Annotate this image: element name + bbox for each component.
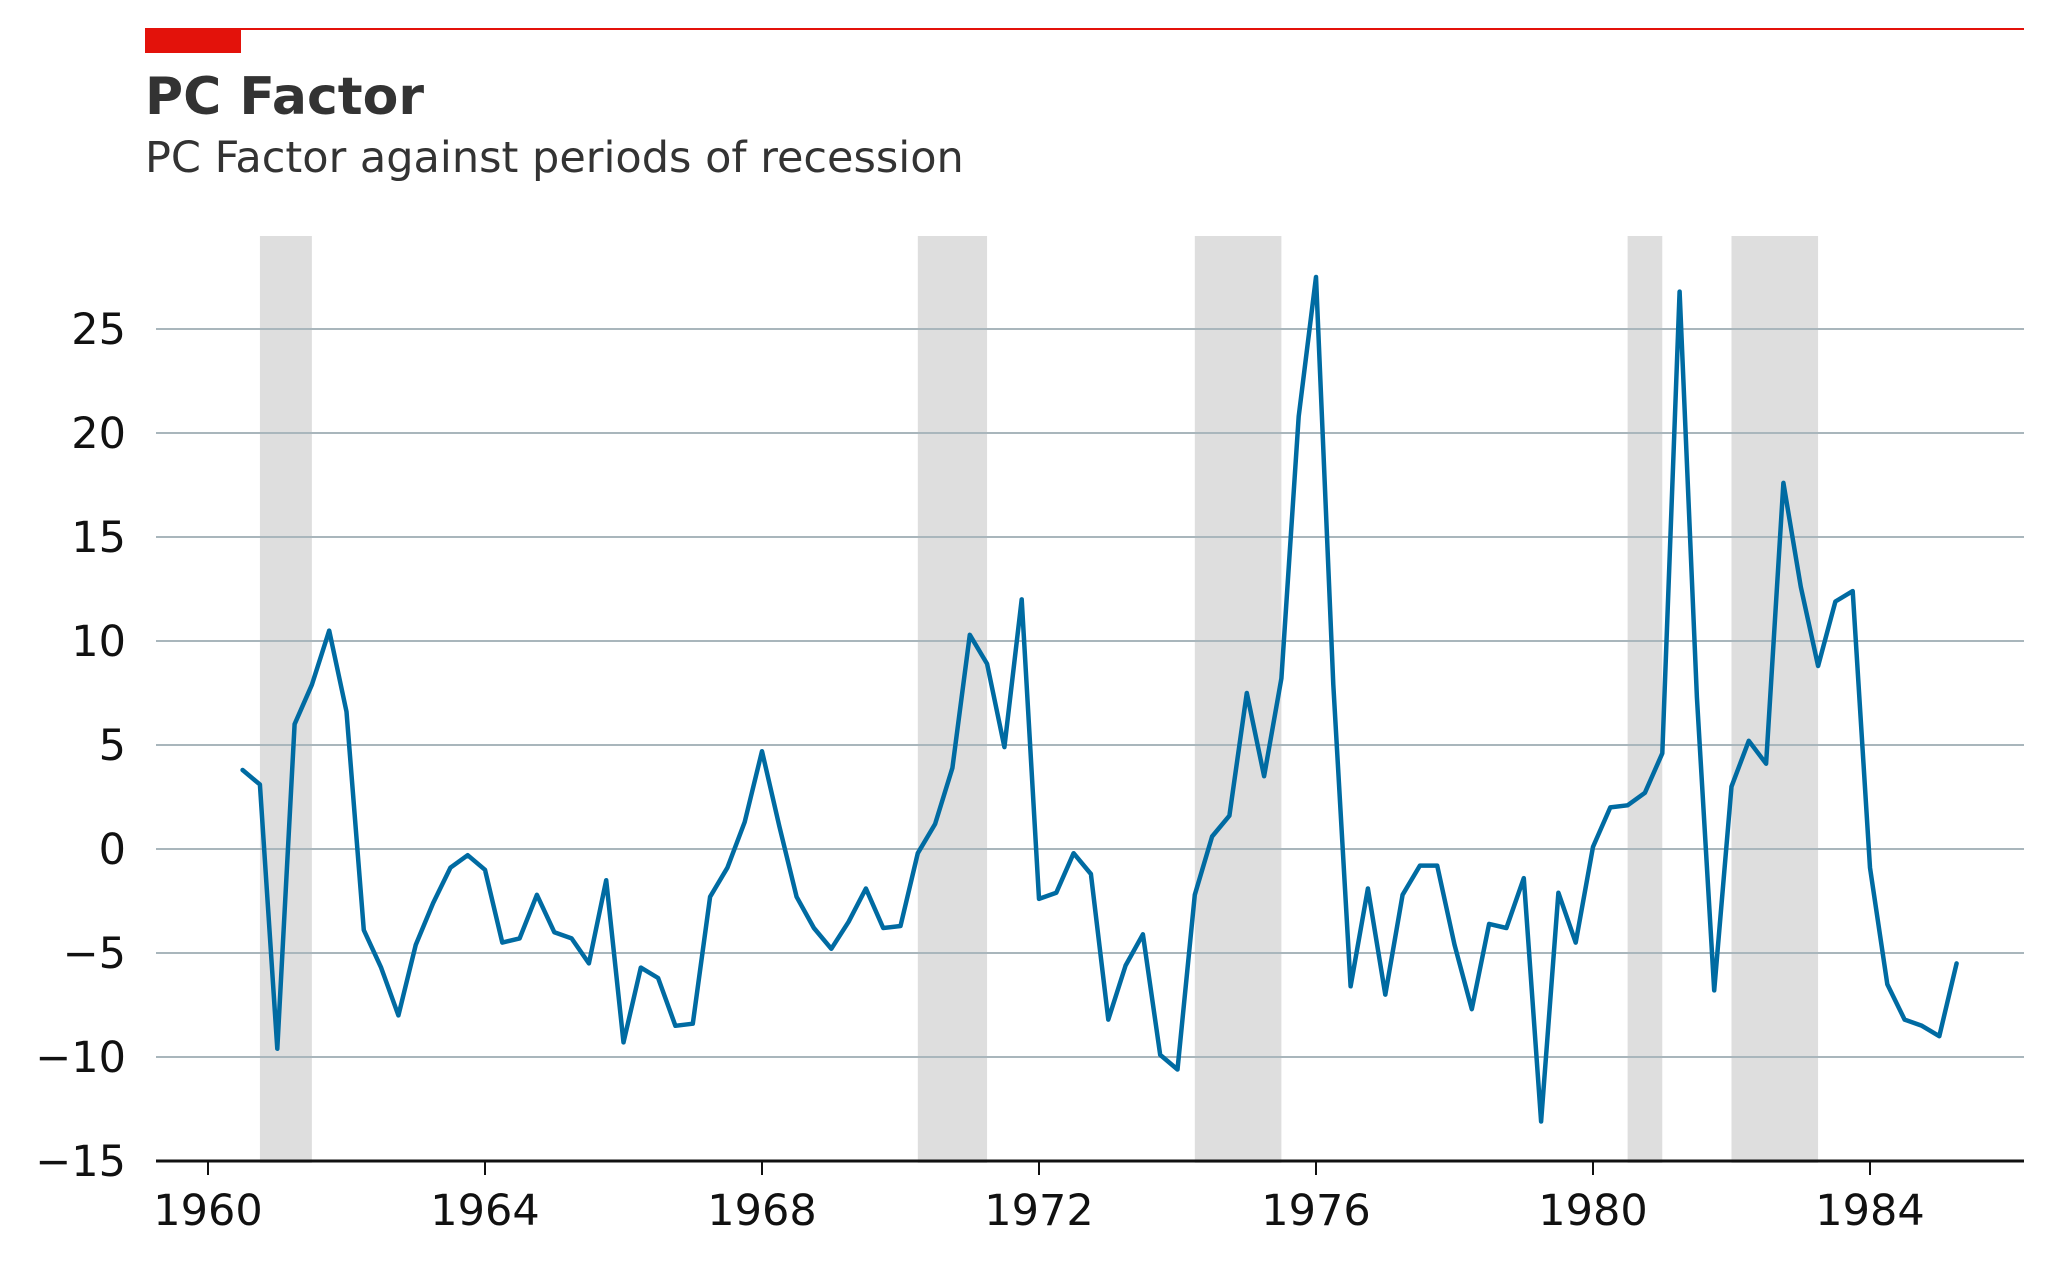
x-tick-label: 1960 (153, 1186, 262, 1236)
x-tick-label: 1968 (707, 1186, 816, 1236)
x-tick-label: 1976 (1261, 1186, 1370, 1236)
x-tick-label: 1964 (430, 1186, 539, 1236)
chart-title: PC Factor (145, 67, 424, 127)
y-tick-label: 25 (71, 305, 126, 355)
y-tick-label: 5 (99, 721, 126, 771)
series-line (240, 274, 1959, 1124)
recession-bands (259, 236, 1819, 1163)
recession-band (1731, 236, 1819, 1163)
x-tick-label: 1984 (1815, 1186, 1924, 1236)
y-axis-labels: −15 −10 −5 0 5 10 15 20 25 (35, 305, 126, 1187)
accent-tag (145, 29, 241, 53)
gridlines (156, 328, 2024, 1058)
x-tick-label: 1980 (1538, 1186, 1647, 1236)
recession-band (1194, 236, 1282, 1163)
x-axis-labels: 1960 1964 1968 1972 1976 1980 1984 (153, 1186, 1924, 1236)
y-tick-label: −15 (35, 1137, 126, 1187)
x-tick-label: 1972 (984, 1186, 1093, 1236)
y-tick-label: 20 (71, 409, 126, 459)
y-tick-label: 0 (99, 825, 126, 875)
y-tick-label: 10 (71, 617, 126, 667)
x-axis (156, 1159, 2024, 1175)
series-layer (240, 274, 1959, 1124)
recession-band (1627, 236, 1663, 1163)
y-tick-label: −5 (63, 929, 126, 979)
y-tick-label: −10 (35, 1033, 126, 1083)
chart-subtitle: PC Factor against periods of recession (145, 133, 964, 183)
recession-band (917, 236, 988, 1163)
y-tick-label: 15 (71, 513, 126, 563)
